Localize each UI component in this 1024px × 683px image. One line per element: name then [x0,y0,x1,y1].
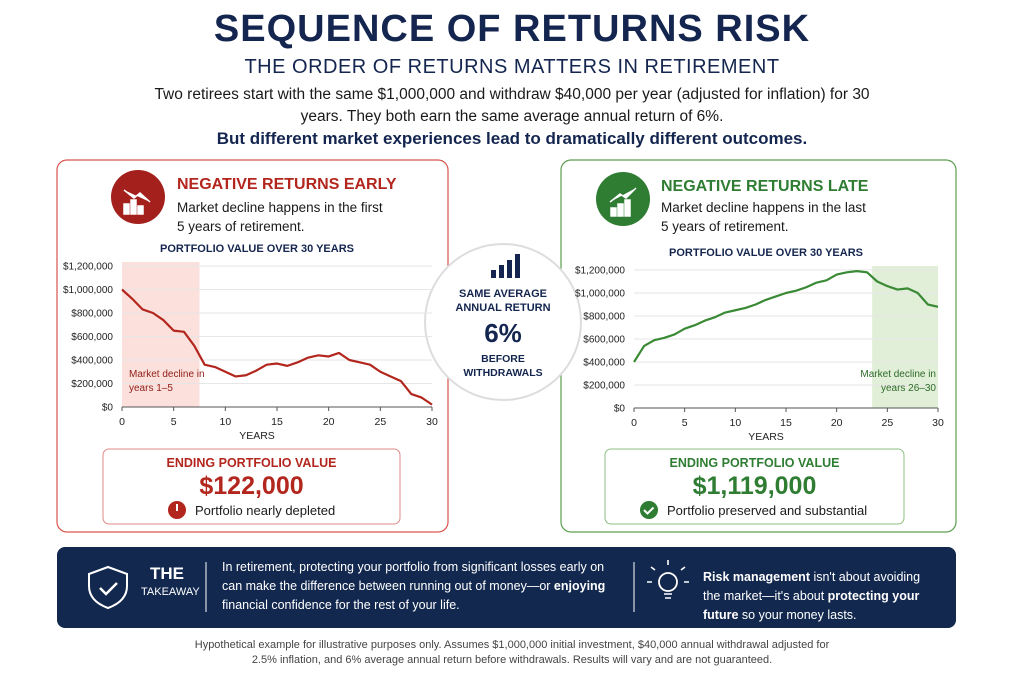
y-tick-label: $600,000 [71,332,113,343]
x-tick-label: 30 [426,416,438,428]
x-tick-label: 20 [323,416,335,428]
up-icon-glyph [609,187,637,217]
x-tick-label: 10 [219,416,231,428]
text: so your money lasts. [738,608,857,622]
center-bottom: BEFORE WITHDRAWALS [463,353,543,379]
check-glyph [643,506,655,515]
takeaway-label: TAKEAWAY [141,586,200,598]
center-top: SAME AVERAGE ANNUAL RETURN [455,288,551,314]
panel-description: Market decline happens in the first 5 ye… [177,200,383,234]
text: financial confidence for the rest of you… [222,598,460,612]
y-tick-label: $400,000 [71,356,113,367]
x-tick-label: 10 [729,417,741,429]
panel-title: NEGATIVE RETURNS EARLY [177,176,397,193]
chart-title: PORTFOLIO VALUE OVER 30 YEARS [669,247,863,259]
footnote: Hypothetical example for illustrative pu… [194,639,830,666]
ending-note: Portfolio preserved and substantial [667,503,868,518]
y-tick-label: $400,000 [583,358,625,369]
x-tick-label: 5 [171,416,177,428]
ending-note: Portfolio nearly depleted [195,503,336,518]
center-circle [424,243,582,401]
annotation: Market decline in years 1–5 [129,369,205,394]
x-axis-label: YEARS [239,430,275,442]
y-tick-label: $1,200,000 [575,266,625,277]
y-tick-label: $600,000 [583,335,625,346]
panel-description: Market decline happens in the last 5 yea… [661,200,866,234]
y-tick-label: $0 [614,404,626,415]
text: isn't about avoiding the market—it's abo… [703,570,921,603]
x-axis-label: YEARS [748,431,784,443]
annotation: Market decline in years 26–30 [860,369,936,394]
ending-value: $122,000 [199,472,304,500]
text: Risk management [703,570,810,584]
y-tick-label: $0 [102,403,114,414]
x-tick-label: 15 [780,417,792,429]
text: protecting your future [703,589,920,622]
intro: Two retirees start with the same $1,000,… [154,86,870,125]
x-tick-label: 20 [831,417,843,429]
title: SEQUENCE OF RETURNS RISK [213,8,811,50]
down-icon-glyph [123,189,151,215]
x-tick-label: 5 [682,417,688,429]
alert-glyph [176,504,178,511]
text: In retirement, protecting your portfolio… [222,560,605,593]
takeaway-band [57,547,956,628]
down-icon [111,170,165,224]
x-tick-label: 25 [374,416,386,428]
text: enjoying [553,579,606,593]
takeaway-right: Risk management isn't about avoiding the… [703,568,938,625]
y-tick-label: $200,000 [71,379,113,390]
x-tick-label: 0 [631,417,637,429]
x-tick-label: 0 [119,416,125,428]
y-tick-label: $800,000 [71,309,113,320]
series-line [633,270,939,363]
y-tick-label: $1,000,000 [63,285,113,296]
x-tick-label: 30 [932,417,944,429]
x-tick-label: 25 [881,417,893,429]
takeaway-left: In retirement, protecting your portfolio… [222,558,622,615]
bars-icon [491,254,520,278]
bulb-rays [647,560,689,599]
shield-icon [88,565,128,610]
up-icon [596,172,650,226]
center-value: 6% [484,318,522,348]
subtitle: THE ORDER OF RETURNS MATTERS IN RETIREME… [244,56,780,78]
y-tick-label: $200,000 [583,381,625,392]
ending-label: ENDING PORTFOLIO VALUE [166,456,337,470]
panel-title: NEGATIVE RETURNS LATE [661,178,869,195]
y-tick-label: $1,000,000 [575,289,625,300]
takeaway-the: THE [150,564,184,583]
shield-check [99,582,118,596]
y-tick-label: $1,200,000 [63,262,113,273]
emphasis: But different market experiences lead to… [216,129,808,148]
right-ending-box [604,448,905,525]
x-tick-label: 15 [271,416,283,428]
series-line [121,288,433,406]
bulb-icon [658,572,678,592]
ending-value: $1,119,000 [692,472,817,500]
y-tick-label: $800,000 [583,312,625,323]
check-icon [640,501,658,519]
chart-title: PORTFOLIO VALUE OVER 30 YEARS [160,243,354,255]
ending-label: ENDING PORTFOLIO VALUE [669,456,840,470]
